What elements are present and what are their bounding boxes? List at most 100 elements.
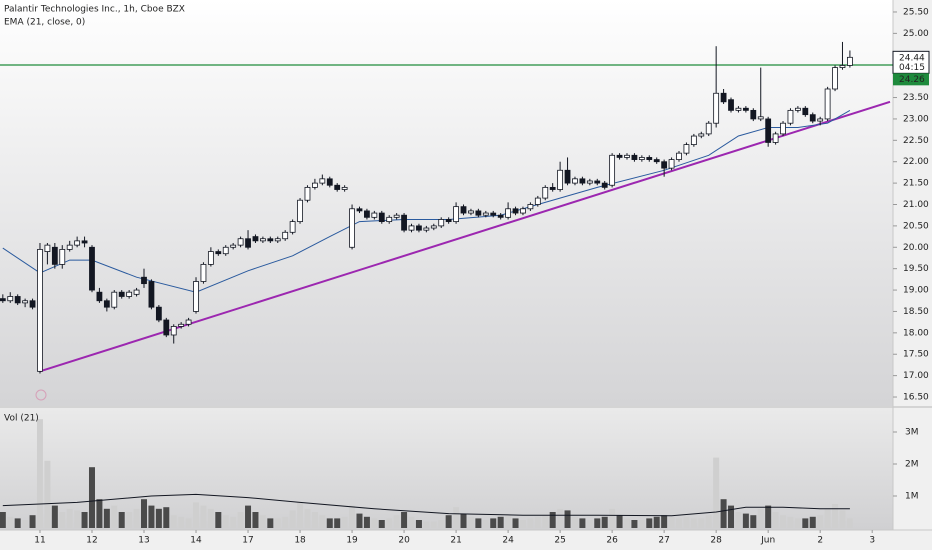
volume-bar: [638, 520, 645, 528]
volume-bar: [757, 508, 764, 528]
volume-bar: [512, 518, 519, 528]
volume-bar: [133, 508, 140, 528]
volume-bar: [185, 518, 192, 528]
volume-bar: [490, 518, 497, 528]
volume-bar: [88, 467, 95, 528]
volume-bar: [103, 508, 110, 528]
volume-bar: [349, 505, 356, 528]
candle-body: [59, 249, 66, 265]
x-tick-label: 27: [658, 536, 669, 546]
volume-bar: [646, 518, 653, 528]
candle-body: [44, 244, 51, 252]
y-tick-label: 22.50: [903, 136, 929, 146]
candle-body: [594, 180, 601, 184]
volume-bar: [557, 508, 564, 528]
volume-bar: [720, 499, 727, 528]
x-tick-label: 18: [294, 536, 306, 546]
candle-body: [423, 227, 430, 231]
x-tick-label: 20: [398, 536, 410, 546]
candle-body: [616, 154, 623, 158]
candle-body: [364, 210, 370, 218]
candle-body: [609, 154, 616, 186]
candle-body: [735, 107, 742, 111]
x-tick-label: 12: [86, 536, 97, 546]
volume-bar: [653, 516, 660, 528]
x-tick-label: 24: [502, 536, 514, 546]
last-price-label: 24.44: [899, 53, 925, 63]
candle-body: [430, 225, 437, 229]
candle-body: [74, 240, 81, 246]
volume-bar: [586, 520, 593, 528]
y-tick-label: 17.00: [903, 371, 929, 381]
candle-body: [564, 169, 571, 184]
volume-bar: [750, 515, 757, 528]
candle-body: [445, 219, 452, 223]
volume-bar: [245, 505, 252, 528]
volume-bar: [230, 516, 237, 528]
ema-line: [2, 109, 851, 293]
y-tick-label: 19.50: [903, 264, 929, 274]
candle-body: [66, 244, 73, 250]
candle-body: [750, 109, 757, 120]
candle-body: [653, 159, 660, 163]
x-tick-label: 14: [190, 536, 202, 546]
volume-bar: [341, 516, 348, 528]
candle-body: [282, 231, 289, 240]
candle-body: [646, 157, 653, 160]
candle-body: [163, 319, 170, 336]
volume-bar: [453, 507, 460, 528]
volume-tick-label: 2M: [905, 460, 919, 470]
candle-body: [742, 107, 749, 111]
volume-bar: [802, 518, 809, 528]
candle-body: [839, 65, 846, 68]
candle-body: [51, 246, 58, 265]
volume-bar: [141, 499, 148, 528]
candle-body: [103, 300, 110, 308]
candle-body: [601, 182, 608, 188]
y-tick-label: 18.50: [903, 307, 929, 317]
volume-bar: [36, 419, 43, 528]
candle-body: [245, 238, 251, 248]
candle-body: [482, 212, 489, 216]
candle-body: [534, 197, 541, 205]
candle-body: [497, 214, 504, 218]
candle-body: [111, 291, 118, 308]
volume-bar: [178, 516, 185, 528]
y-tick-label: 25.50: [903, 7, 929, 17]
candle-body: [341, 186, 348, 190]
volume-bar: [222, 515, 229, 528]
volume-bar: [59, 512, 66, 528]
y-tick-label: 21.50: [903, 179, 929, 189]
volume-bar: [378, 520, 385, 528]
candle-body: [757, 116, 764, 120]
candle-body: [512, 208, 519, 214]
volume-tick-label: 1M: [905, 492, 919, 502]
candle-body: [505, 208, 511, 218]
volume-label: Vol (21): [4, 414, 39, 424]
candle-body: [705, 122, 712, 135]
volume-bar: [482, 520, 489, 528]
volume-bar: [519, 520, 526, 528]
y-tick-label: 17.50: [903, 350, 929, 360]
volume-bar: [438, 520, 445, 528]
volume-bar: [809, 516, 816, 528]
volume-bar: [601, 516, 608, 528]
y-tick-label: 23.00: [903, 114, 929, 124]
volume-bar: [445, 515, 452, 528]
volume-bar: [408, 516, 415, 528]
volume-bar: [297, 502, 304, 528]
volume-bar: [571, 516, 578, 528]
volume-bar: [7, 516, 14, 528]
candle-body: [222, 246, 229, 255]
x-tick-label: 2: [817, 536, 823, 546]
volume-bar: [74, 510, 81, 528]
candle-body: [713, 92, 720, 124]
candle-body: [401, 214, 407, 231]
candle-body: [215, 251, 222, 255]
candle-body: [698, 133, 705, 137]
countdown-label: 04:15: [899, 63, 925, 73]
volume-bar: [683, 516, 690, 528]
volume-bar: [794, 518, 801, 528]
candle-body: [0, 298, 6, 302]
